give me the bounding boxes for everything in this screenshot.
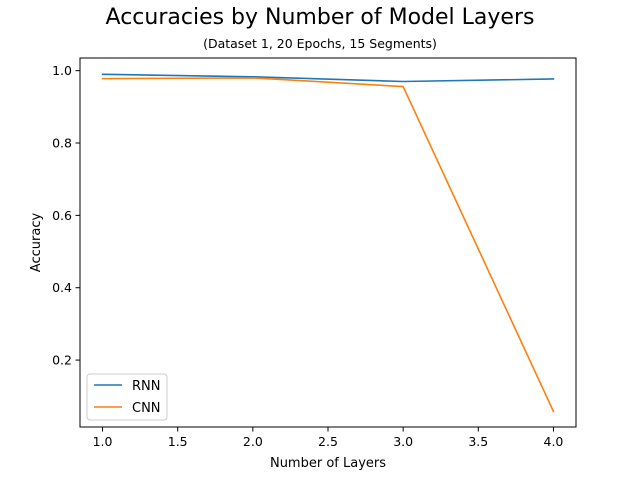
series-line-rnn	[101, 73, 555, 83]
x-tick-label: 3.5	[468, 434, 488, 449]
chart-title: Accuracies by Number of Model Layers	[106, 5, 535, 30]
x-tick-label: 1.0	[93, 434, 113, 449]
x-tick-label: 4.0	[544, 434, 564, 449]
y-tick-label: 0.4	[52, 280, 72, 295]
y-axis-label: Accuracy	[29, 213, 44, 273]
series-line-cnn	[101, 77, 555, 413]
legend-label-rnn: RNN	[132, 379, 160, 394]
legend-label-cnn: CNN	[132, 401, 161, 416]
series-lines	[101, 73, 555, 413]
y-axis-ticks: 0.2 0.4 0.6 0.8 1.0	[52, 63, 80, 368]
y-tick-label: 1.0	[52, 63, 72, 78]
x-tick-label: 3.0	[393, 434, 413, 449]
x-axis-label: Number of Layers	[270, 456, 386, 471]
plot-area-frame	[79, 57, 577, 428]
y-tick-label: 0.8	[52, 136, 72, 151]
x-tick-label: 2.5	[318, 434, 338, 449]
x-tick-label: 1.5	[168, 434, 188, 449]
legend: RNN CNN	[86, 373, 168, 421]
x-tick-label: 2.0	[243, 434, 263, 449]
y-tick-label: 0.6	[52, 208, 72, 223]
y-tick-label: 0.2	[52, 353, 72, 368]
x-axis-ticks: 1.0 1.5 2.0 2.5 3.0 3.5 4.0	[93, 427, 564, 449]
chart-subtitle: (Dataset 1, 20 Epochs, 15 Segments)	[203, 36, 437, 51]
